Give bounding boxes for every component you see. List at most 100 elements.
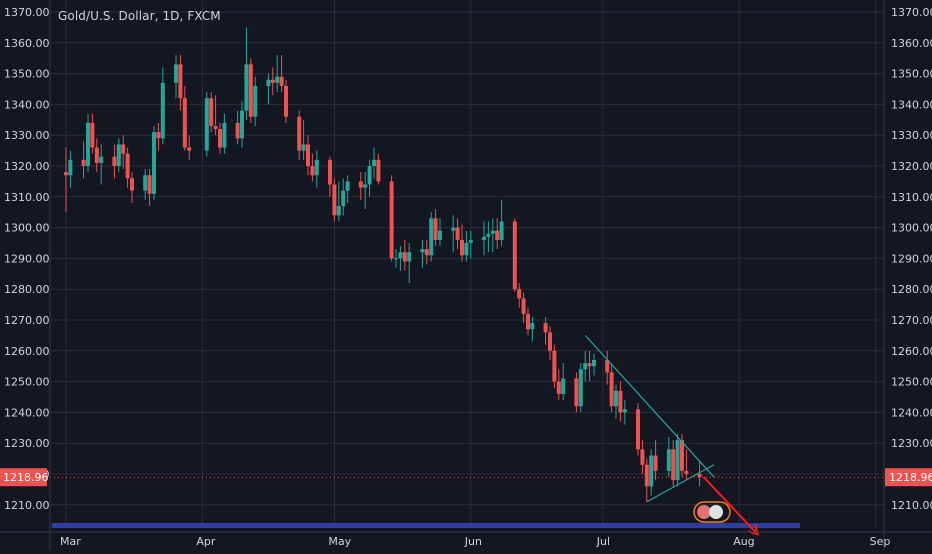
candle-body [644,464,649,487]
candle-body [460,239,464,256]
candle-body [495,230,500,240]
candle-body [266,79,271,86]
candle-body [438,230,442,240]
y-tick-label-left: 1270.00 [4,314,50,327]
y-tick-label-right: 1350.00 [891,68,932,81]
candle-body [429,218,434,256]
candle-body [451,227,456,231]
y-tick-label-left: 1320.00 [4,160,50,173]
y-tick-label-right: 1280.00 [891,283,932,296]
candle-body [526,313,530,330]
y-tick-label-left: 1260.00 [4,345,50,358]
candle-body [306,144,310,166]
candle-body [407,252,412,262]
candle-body [486,233,491,237]
candle-body [543,323,548,333]
candle-body [182,98,187,148]
candle-body [314,159,319,176]
y-tick-label-left: 1310.00 [4,191,50,204]
candle-body [636,409,640,450]
candle-body [86,122,90,166]
y-tick-label-left: 1360.00 [4,37,50,50]
y-tick-label-left: 1350.00 [4,68,50,81]
candle-body [279,76,284,86]
candle-body [653,455,658,471]
candle-body [332,184,337,216]
candle-body [130,178,134,191]
events-badge-frame [693,501,731,523]
candle-body [218,129,222,148]
candle-body [116,144,121,166]
last-price-label-bg-left [0,468,47,487]
candle-body [156,132,161,139]
candle-body [121,144,126,154]
symbol-title: Gold/U.S. Dollar, 1D, FXCM [58,9,221,23]
x-tick-label: Sep [870,535,891,548]
last-price-label: 1218.96 1218.96 [0,468,932,487]
candle-body [389,181,394,259]
x-tick-label: Aug [733,535,754,548]
bottom-band [52,523,800,528]
candle-body [297,116,302,151]
wedge-upper-line [584,334,715,478]
us-flag-icon [697,505,711,519]
candle-body [583,363,588,370]
y-tick-label-right: 1310.00 [891,191,932,204]
drawings [50,334,884,536]
candle-body [512,221,517,290]
candle-body [521,298,526,314]
x-tick-label: May [328,535,351,548]
candle-body [468,239,473,243]
candle-body [209,98,214,126]
candle-body [270,79,275,83]
candle-body [605,360,610,373]
y-tick-label-right: 1250.00 [891,376,932,389]
candle-body [574,378,579,407]
candle-body [275,76,280,83]
candle-body [482,236,486,240]
candle-body [178,64,183,99]
candle-body [235,122,240,139]
candle-body [587,363,592,367]
y-tick-label-right: 1260.00 [891,345,932,358]
candle-body [187,147,192,151]
candle-body [253,85,258,117]
candle-body [424,249,429,256]
candles [64,27,702,502]
forecast-arrow-line [702,476,759,536]
candle-body [649,455,654,487]
y-tick-label-left: 1370.00 [4,6,50,19]
candle-body [578,369,583,407]
last-price-label-left: 1218.96 [3,471,49,484]
candle-body [345,181,350,191]
x-tick-label: Apr [196,535,216,548]
candle-body [160,82,165,139]
y-tick-label-left: 1210.00 [4,499,50,512]
candle-body [671,449,676,481]
candle-body [609,372,614,407]
candle-body [64,172,68,176]
y-tick-label-left: 1290.00 [4,252,50,265]
y-tick-label-right: 1290.00 [891,252,932,265]
wedge-lower-line [646,464,715,503]
y-tick-label-right: 1240.00 [891,406,932,419]
y-tick-label-left: 1340.00 [4,98,50,111]
y-tick-label-right: 1270.00 [891,314,932,327]
candle-body [301,144,306,151]
candle-body [363,184,368,188]
candle-body [666,449,671,471]
candle-body [548,332,552,351]
candle-body [556,381,561,394]
candle-body [143,175,148,191]
candle-body [341,190,346,207]
y-tick-label-left: 1250.00 [4,376,50,389]
candle-body [640,449,645,465]
x-tick-label: Jul [596,535,610,548]
candle-body [81,159,86,166]
candle-body [90,122,95,148]
y-tick-label-left: 1300.00 [4,222,50,235]
candle-body [675,440,680,481]
